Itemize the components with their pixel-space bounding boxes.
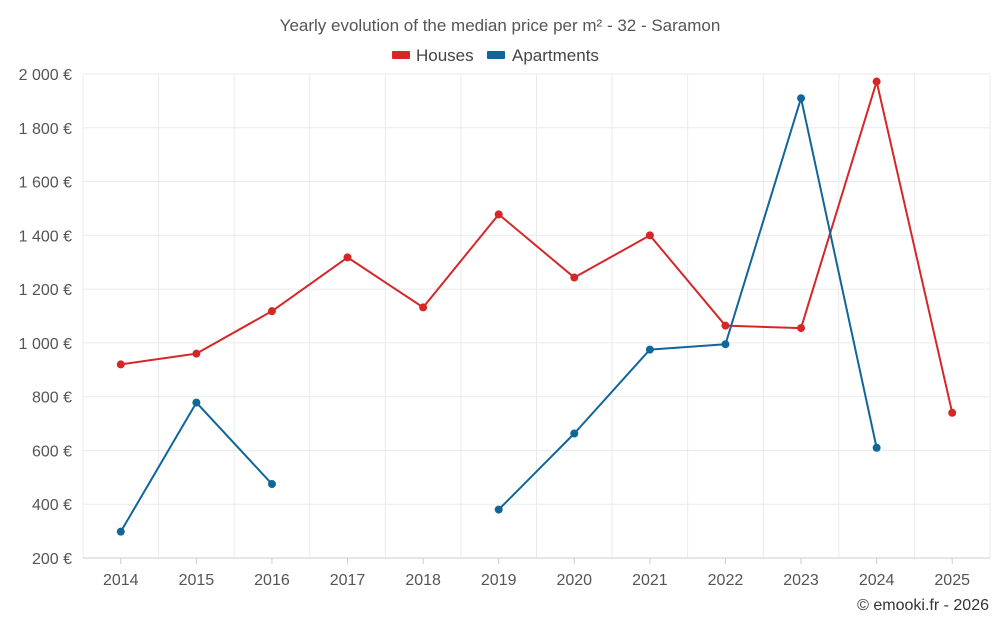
y-tick-label: 1 600 € [19,175,72,192]
data-point-apartments[interactable] [645,345,654,354]
y-tick-label: 400 € [32,497,72,514]
y-tick-label: 2 000 € [19,67,72,84]
y-tick-label: 1 400 € [19,228,72,245]
data-point-apartments[interactable] [872,443,881,452]
data-point-apartments[interactable] [570,429,579,438]
data-point-apartments[interactable] [116,527,125,536]
y-tick-label: 1 800 € [19,121,72,138]
series-line-apartments [119,401,273,533]
grid [82,73,991,558]
x-tick-label: 2021 [632,572,668,589]
x-tick-label: 2020 [556,572,592,589]
data-point-houses[interactable] [494,210,503,219]
series-houses [116,77,957,417]
data-point-apartments[interactable] [721,340,730,349]
legend-item-houses[interactable]: Houses [392,46,474,65]
data-point-houses[interactable] [192,349,201,358]
data-point-houses[interactable] [645,231,654,240]
x-tick-label: 2016 [254,572,290,589]
data-point-houses[interactable] [116,360,125,369]
y-axis-ticks: 200 € 400 € 600 € 800 € 1 000 € 1 200 € 1 400 … [19,67,72,568]
y-tick-label: 800 € [32,390,72,407]
x-tick-label: 2018 [405,572,441,589]
x-tick-label: 2025 [934,572,970,589]
data-point-apartments[interactable] [192,398,201,407]
credit-text: © emooki.fr - 2026 [857,597,989,614]
x-tick-label: 2023 [783,572,819,589]
x-axis-ticks: 2014 2015 2016 2017 2018 2019 2020 2021 2022 2023… [103,558,970,589]
x-tick-label: 2014 [103,572,139,589]
y-tick-label: 200 € [32,551,72,568]
data-point-apartments[interactable] [267,480,276,489]
legend-label-houses: Houses [416,46,474,65]
data-point-apartments[interactable] [797,94,806,103]
series-line-houses [120,80,954,414]
legend-swatch-houses [392,51,410,59]
x-tick-label: 2022 [708,572,744,589]
data-point-houses[interactable] [419,303,428,312]
legend: Houses Apartments [392,46,599,65]
data-point-houses[interactable] [570,273,579,282]
x-tick-label: 2019 [481,572,517,589]
y-tick-label: 1 000 € [19,336,72,353]
x-tick-label: 2015 [179,572,215,589]
data-point-houses[interactable] [948,408,957,417]
data-point-houses[interactable] [872,77,881,86]
y-tick-label: 1 200 € [19,282,72,299]
data-point-houses[interactable] [797,324,806,333]
legend-label-apartments: Apartments [512,46,599,65]
data-point-houses[interactable] [721,321,730,330]
data-point-houses[interactable] [267,307,276,316]
legend-swatch-apartments [487,51,505,59]
legend-item-apartments[interactable]: Apartments [487,46,599,65]
series-line-apartments [497,97,878,511]
x-tick-label: 2024 [859,572,895,589]
series-apartments [116,94,881,536]
x-tick-label: 2017 [330,572,366,589]
series [116,77,957,536]
y-tick-label: 600 € [32,443,72,460]
data-point-apartments[interactable] [494,505,503,514]
chart-title: Yearly evolution of the median price per… [280,16,721,35]
data-point-houses[interactable] [343,253,352,262]
